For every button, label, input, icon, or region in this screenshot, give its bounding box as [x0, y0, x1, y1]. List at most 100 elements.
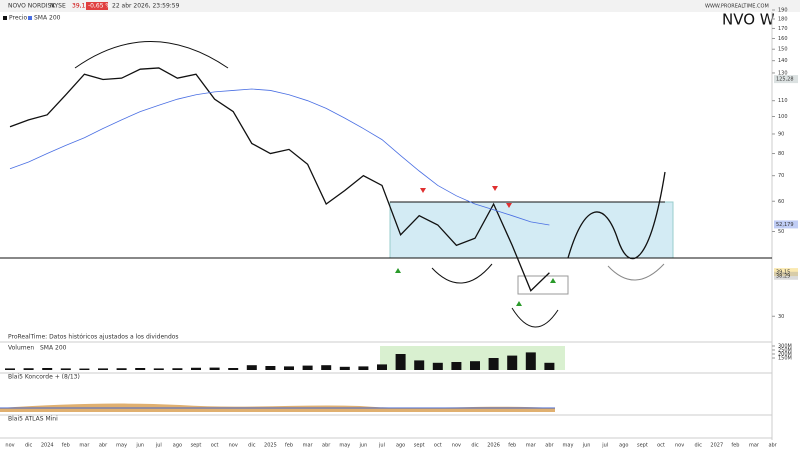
- volume-tick-label: 250M: [778, 348, 792, 354]
- x-tick-label: feb: [285, 443, 293, 449]
- x-tick-label: feb: [731, 443, 739, 449]
- x-tick-label: jun: [359, 443, 368, 449]
- x-tick-label: sept: [414, 443, 425, 449]
- arc: [74, 41, 229, 69]
- x-tick-label: mar: [303, 443, 314, 449]
- x-tick-label: ago: [619, 443, 628, 449]
- legend-swatch: [28, 16, 32, 20]
- legend-label: Precio: [9, 15, 28, 22]
- volume-bar: [339, 366, 350, 370]
- x-tick-label: ago: [396, 443, 405, 449]
- x-tick-label: nov: [229, 443, 238, 449]
- volume-bar: [135, 368, 146, 370]
- x-tick-label: sept: [191, 443, 202, 449]
- volume-bar: [246, 365, 257, 370]
- header-bar: [0, 0, 800, 12]
- y-tick-label: 140: [778, 58, 788, 64]
- price-marker: [774, 75, 798, 84]
- price-marker: [774, 271, 798, 280]
- x-tick-label: dic: [471, 443, 479, 449]
- y-tick-label: 150: [778, 47, 788, 53]
- date: 22 abr 2026, 23:59:59: [112, 3, 180, 10]
- price-marker-label: 52,179: [776, 222, 794, 228]
- x-tick-label: jul: [155, 443, 162, 449]
- volume-bar: [432, 362, 443, 370]
- volume-bar: [42, 368, 53, 370]
- x-tick-label: abr: [322, 443, 331, 449]
- volume-tick-label: 300M: [778, 344, 792, 350]
- x-tick-label: abr: [545, 443, 554, 449]
- y-tick-label: 190: [778, 8, 788, 14]
- y-tick-label: 90: [778, 131, 784, 137]
- price: 39,15: [72, 3, 89, 10]
- volume-bar: [172, 368, 183, 370]
- x-tick-label: feb: [62, 443, 70, 449]
- volume-bar: [395, 354, 406, 370]
- x-tick-label: jun: [582, 443, 591, 449]
- x-tick-label: oct: [211, 443, 219, 449]
- x-tick-label: mar: [749, 443, 760, 449]
- projection: [567, 171, 666, 260]
- volume-bar: [228, 368, 239, 370]
- change: -0,65 %: [88, 3, 111, 10]
- volume-bar: [544, 362, 555, 370]
- arc: [607, 263, 665, 281]
- price-marker-label: 39,15: [776, 270, 790, 276]
- symbol: NVO W: [722, 11, 775, 29]
- x-tick-label: may: [339, 443, 350, 449]
- y-tick-label: 30: [778, 314, 784, 320]
- volume-bar: [5, 368, 15, 370]
- volume-bar: [153, 368, 164, 370]
- site: WWW.PROREALTIME.COM: [705, 4, 769, 10]
- x-tick-label: feb: [508, 443, 516, 449]
- volume-title: Volumen: [8, 345, 34, 352]
- volume-bar: [414, 360, 425, 370]
- volume-bar: [191, 367, 201, 370]
- indicator-title: Blai5 ATLAS Mini: [8, 416, 58, 423]
- arc: [511, 307, 559, 328]
- y-tick-label: 130: [778, 70, 788, 76]
- volume-bar: [302, 365, 313, 370]
- volume-tick-label: 150M: [778, 356, 792, 362]
- range-box: [389, 201, 674, 259]
- x-tick-label: may: [116, 443, 127, 449]
- x-tick-label: jul: [378, 443, 385, 449]
- stock-name: NOVO NORDISK: [8, 3, 56, 10]
- volume-bar: [470, 361, 480, 370]
- y-tick-label: 100: [778, 114, 788, 120]
- x-tick-label: 2025: [264, 443, 277, 449]
- volume-bar: [451, 362, 462, 370]
- volume-bar: [60, 368, 71, 370]
- x-tick-label: 2026: [487, 443, 500, 449]
- x-tick-label: nov: [5, 443, 14, 449]
- price-marker: [774, 268, 798, 277]
- price-line: [9, 88, 550, 226]
- x-tick-label: may: [563, 443, 574, 449]
- x-tick-label: dic: [25, 443, 33, 449]
- volume-bar: [377, 364, 387, 370]
- x-tick-label: jun: [135, 443, 144, 449]
- y-tick-label: 80: [778, 151, 784, 157]
- volume-bar: [209, 367, 220, 370]
- volume-bar: [507, 355, 518, 370]
- volume-tick-label: 200M: [778, 352, 792, 358]
- price-marker-label: 125,28: [776, 77, 794, 83]
- x-tick-label: 2024: [41, 443, 54, 449]
- legend-swatch: [3, 16, 7, 20]
- volume-bar: [116, 368, 127, 370]
- y-tick-label: 50: [778, 229, 784, 235]
- volume-bar: [98, 368, 108, 370]
- x-tick-label: mar: [79, 443, 90, 449]
- x-tick-label: dic: [248, 443, 256, 449]
- note: ProRealTime: Datos históricos ajustados …: [8, 334, 179, 341]
- y-tick-label: 110: [778, 98, 788, 104]
- x-tick-label: nov: [675, 443, 684, 449]
- indicator-title: Blai5 Koncorde + (8/13): [8, 374, 80, 381]
- volume-bar: [488, 358, 499, 370]
- volume-bar: [79, 368, 90, 370]
- price-marker: [774, 220, 798, 229]
- y-tick-label: 60: [778, 199, 784, 205]
- exchange: NYSE: [50, 3, 66, 10]
- price-line: [9, 67, 550, 292]
